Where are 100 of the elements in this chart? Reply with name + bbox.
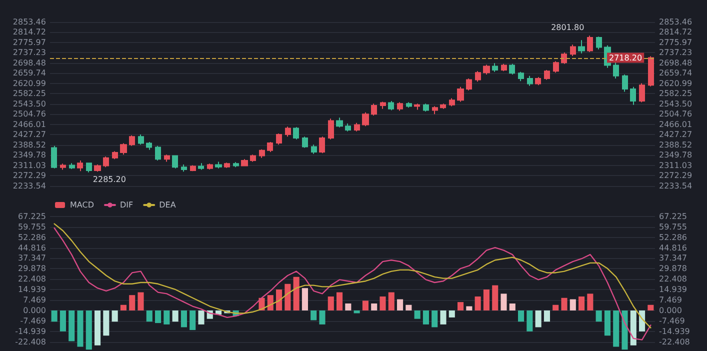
y-tick-label: 2504.76 [12,110,46,119]
candlestick [198,162,204,170]
bar [77,310,84,347]
candlestick [103,156,109,168]
candlestick [406,102,412,108]
candlestick [380,101,386,110]
bar [267,295,274,310]
y2-tick-label: 2698.48 [659,58,692,68]
bar [345,303,352,310]
bar [596,310,602,322]
candlestick [371,103,377,116]
bar [129,295,136,310]
bar [198,310,204,324]
bar [103,310,110,336]
bar [164,310,170,324]
candlestick [518,71,524,82]
bar [448,310,455,318]
candlestick [293,126,299,140]
y-tick-label: 2233.54 [12,182,46,190]
bar [319,310,326,324]
candlestick [535,76,541,86]
bar [302,288,308,310]
bar [406,304,412,310]
candlestick [466,78,472,91]
y2-tick-label: 2737.23 [659,48,692,58]
y-tick-label: 2388.52 [12,140,46,150]
candlestick [285,126,291,138]
y2-tick-label: 2233.54 [659,182,692,190]
bar [561,298,568,310]
ref-line-label: 2718.20 [609,53,642,62]
y2-tick-label: 2427.27 [659,130,692,140]
bar [526,310,533,332]
y2-tick-label: 2814.72 [659,28,692,37]
y-tick-label: 0.000 [23,306,46,315]
candlestick [250,154,256,162]
candlestick [51,145,57,169]
bar [310,310,317,320]
y-tick-label: 2620.99 [12,79,46,88]
bar [414,310,420,319]
y2-tick-label: 44.816 [659,243,687,252]
bar [180,310,187,328]
annotation: 2801.80 [551,23,584,32]
bar [388,292,394,310]
candlestick [561,52,567,64]
candlestick [94,164,101,172]
candlestick [190,164,196,172]
y2-tick-label: -14.939 [659,326,690,336]
bar [458,302,464,310]
y-tick-label: 59.755 [18,222,46,232]
bar [354,310,360,314]
candlestick [354,122,360,132]
candlestick [69,162,75,170]
y-tick-label: 52.286 [18,232,46,242]
y2-tick-label: 2466.01 [659,120,692,129]
y2-tick-label: 59.755 [659,222,687,232]
bar [336,292,343,310]
candlestick [596,36,602,50]
bar [474,296,481,310]
bar [362,300,368,310]
y-tick-label: -14.939 [15,326,46,336]
bar [492,285,498,310]
bar [422,310,429,324]
y-tick-label: 2349.78 [12,150,46,160]
candlestick [164,154,170,162]
bar [155,310,162,324]
bar [328,296,334,310]
candlestick [570,44,576,56]
candlestick [86,162,92,173]
bar [466,306,472,310]
candlestick [259,148,265,158]
legend-label: DIF [120,200,134,210]
y-tick-label: 7.469 [23,296,46,305]
y-tick-label: 2814.72 [12,28,46,37]
candlestick [639,82,645,103]
candlestick [207,163,213,170]
candlestick [630,86,636,106]
bar [535,310,542,328]
bar [51,310,58,322]
candlestick [527,75,533,86]
y2-tick-label: 29.878 [659,264,687,274]
candlestick [155,145,161,161]
bar [68,310,75,342]
bar [380,296,386,310]
y2-tick-label: 2349.78 [659,150,692,160]
bar [552,304,559,310]
bar [371,303,378,310]
bar [630,310,636,346]
bar [120,304,126,310]
y-tick-label: -22.408 [15,337,46,346]
y-tick-label: 67.225 [18,212,46,221]
bar [639,310,646,332]
y-tick-label: 2775.97 [12,38,46,47]
bar [94,310,101,346]
candlestick [423,103,429,112]
bar [190,310,196,330]
y2-tick-label: 14.939 [659,285,687,294]
candlestick [311,144,317,154]
bar [587,294,594,310]
y2-tick-label: 67.225 [659,212,687,221]
candlestick [613,60,619,79]
